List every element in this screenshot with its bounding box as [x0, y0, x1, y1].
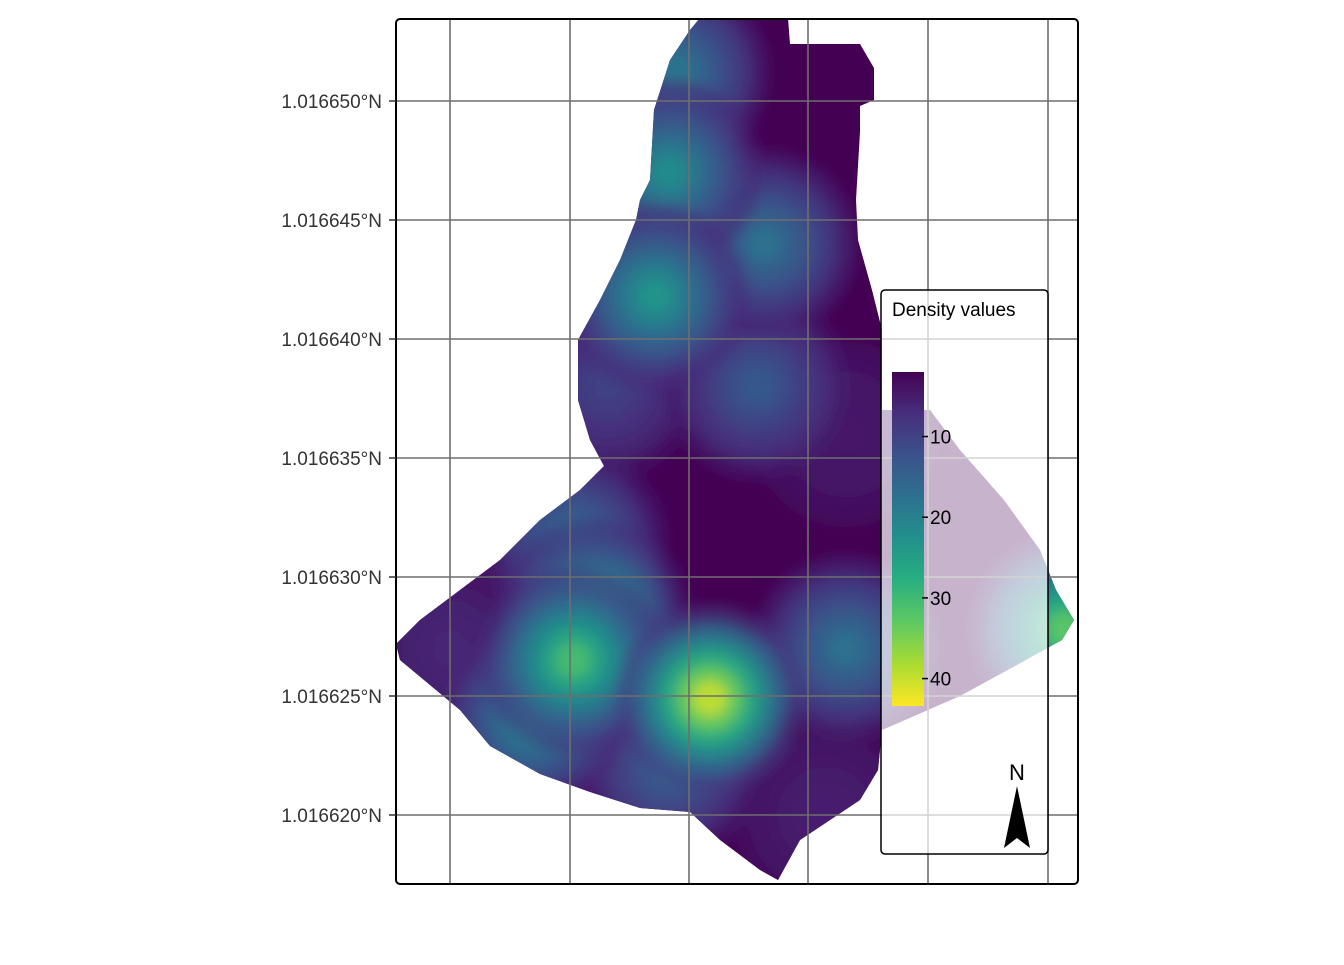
y-axis-tick-label: 1.016645°N: [281, 211, 382, 232]
density-field: [396, 18, 1074, 880]
density-hotspot: [637, 278, 674, 315]
north-arrow: N: [1004, 760, 1030, 848]
y-axis-tick-label: 1.016630°N: [281, 568, 382, 589]
legend-tick-label: 30: [930, 589, 951, 610]
legend-tick-label: 10: [930, 428, 951, 449]
legend-colorbar: [892, 372, 924, 706]
y-axis-tick-label: 1.016650°N: [281, 92, 382, 113]
y-axis-tick-label: 1.016640°N: [281, 330, 382, 351]
legend-tick-label: 40: [930, 670, 951, 691]
legend-title: Density values: [892, 300, 1016, 321]
y-axis-tick-label: 1.016620°N: [281, 806, 382, 827]
density-hotspot: [1046, 611, 1074, 648]
density-hotspot: [746, 225, 783, 262]
density-hotspot: [691, 680, 728, 717]
north-arrow-left: [1004, 786, 1017, 848]
legend-ticks: 10 20 30 40: [922, 428, 951, 691]
north-label: N: [1009, 760, 1025, 785]
y-axis: 1.016650°N 1.016645°N 1.016640°N 1.016635°N…: [281, 92, 396, 827]
density-hotspot: [650, 154, 687, 191]
density-hotspots: [396, 18, 1074, 880]
north-arrow-right: [1017, 786, 1030, 848]
y-axis-tick-label: 1.016635°N: [281, 449, 382, 470]
legend-tick-label: 20: [930, 508, 951, 529]
density-hotspot: [555, 642, 592, 679]
legend: Density values 10 20 30 40: [880, 289, 1049, 855]
density-hotspot: [739, 368, 776, 405]
y-axis-tick-label: 1.016625°N: [281, 687, 382, 708]
density-hotspot: [828, 630, 865, 667]
map-panel-border: [395, 18, 1079, 885]
